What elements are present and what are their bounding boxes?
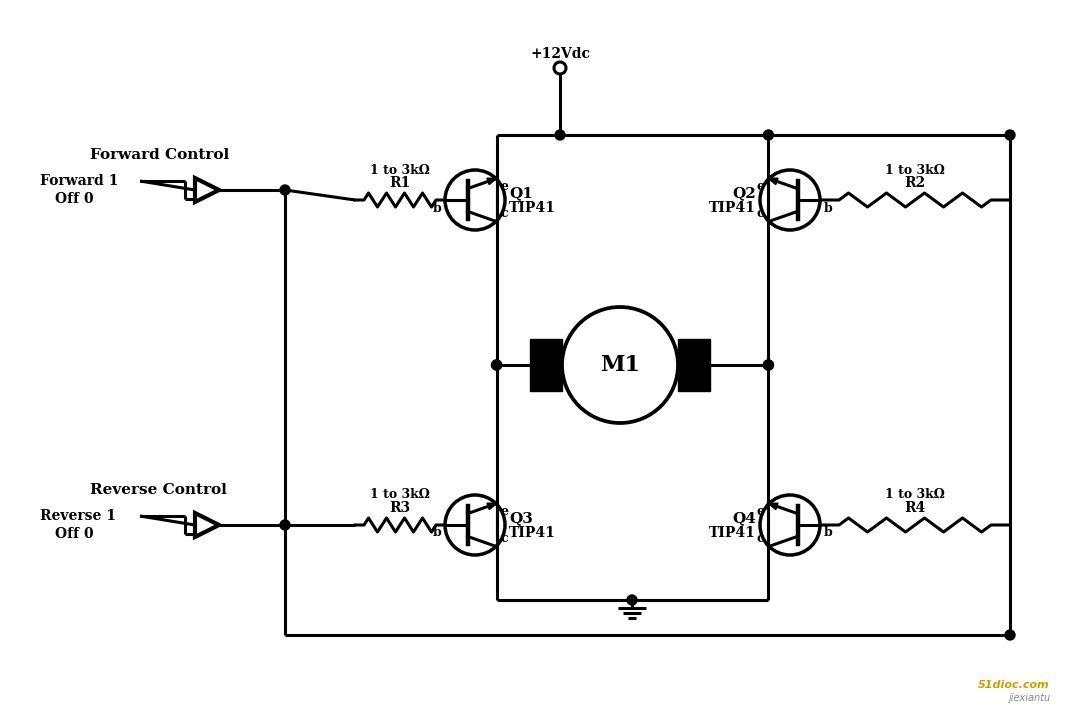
Text: b: b <box>823 201 833 215</box>
Circle shape <box>555 130 565 140</box>
Text: R4: R4 <box>904 501 925 515</box>
Circle shape <box>763 360 774 370</box>
Text: e: e <box>756 505 764 518</box>
Circle shape <box>562 307 678 423</box>
Text: TIP41: TIP41 <box>509 201 556 215</box>
Circle shape <box>280 185 291 195</box>
Text: Reverse 1: Reverse 1 <box>40 509 116 523</box>
Text: Off 0: Off 0 <box>55 527 94 541</box>
Circle shape <box>492 360 501 370</box>
Text: 51dioc.com: 51dioc.com <box>978 680 1050 690</box>
Text: 1 to 3kΩ: 1 to 3kΩ <box>886 164 945 176</box>
Text: M1: M1 <box>600 354 640 376</box>
Text: c: c <box>500 532 509 545</box>
Text: 1 to 3kΩ: 1 to 3kΩ <box>370 489 430 501</box>
Text: Reverse Control: Reverse Control <box>90 483 227 497</box>
Text: +12Vdc: +12Vdc <box>530 47 590 61</box>
Polygon shape <box>768 503 778 510</box>
Text: R2: R2 <box>905 176 925 190</box>
Text: R1: R1 <box>390 176 411 190</box>
Text: TIP41: TIP41 <box>709 201 756 215</box>
Text: Q1: Q1 <box>509 186 533 200</box>
Circle shape <box>763 130 774 140</box>
Circle shape <box>763 360 774 370</box>
Circle shape <box>1005 630 1015 640</box>
Text: b: b <box>433 201 441 215</box>
Text: Q2: Q2 <box>733 186 756 200</box>
Circle shape <box>492 360 501 370</box>
Text: b: b <box>433 527 441 539</box>
Text: Forward 1: Forward 1 <box>40 174 118 188</box>
Circle shape <box>280 520 291 530</box>
Bar <box>530 339 562 391</box>
Circle shape <box>627 595 637 605</box>
Text: e: e <box>756 180 764 193</box>
Text: 1 to 3kΩ: 1 to 3kΩ <box>370 164 430 176</box>
Text: b: b <box>823 527 833 539</box>
Circle shape <box>1005 130 1015 140</box>
Text: Forward Control: Forward Control <box>90 148 229 162</box>
Text: e: e <box>500 505 509 518</box>
Text: Q3: Q3 <box>509 511 533 525</box>
Text: R3: R3 <box>390 501 411 515</box>
Polygon shape <box>487 503 497 510</box>
Text: c: c <box>500 207 509 220</box>
Text: c: c <box>756 532 764 545</box>
Text: Off 0: Off 0 <box>55 192 94 206</box>
Text: 1 to 3kΩ: 1 to 3kΩ <box>886 489 945 501</box>
Text: TIP41: TIP41 <box>709 526 756 540</box>
Text: jiexiantu: jiexiantu <box>1008 693 1050 703</box>
Text: c: c <box>756 207 764 220</box>
Polygon shape <box>768 178 778 184</box>
Polygon shape <box>487 178 497 184</box>
Text: TIP41: TIP41 <box>509 526 556 540</box>
Text: Q4: Q4 <box>732 511 756 525</box>
Bar <box>678 339 710 391</box>
Text: e: e <box>500 180 509 193</box>
